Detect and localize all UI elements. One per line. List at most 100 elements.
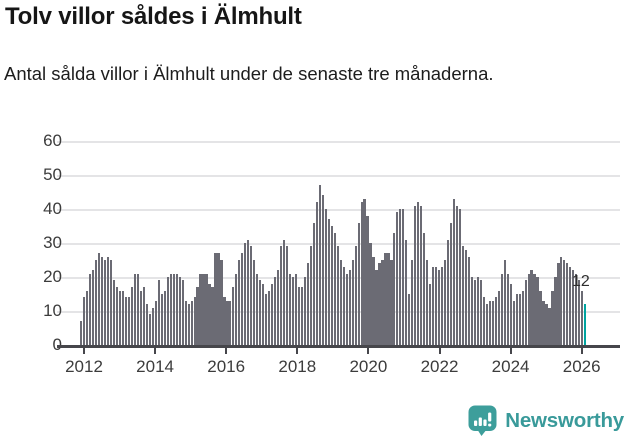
bar — [184, 300, 187, 345]
bar — [208, 283, 211, 345]
bar — [86, 290, 89, 345]
bar — [378, 263, 381, 345]
bar — [497, 290, 500, 345]
bar — [369, 243, 372, 345]
bar — [417, 202, 420, 345]
bar — [455, 205, 459, 345]
gridline — [57, 175, 620, 177]
gridline — [57, 141, 620, 143]
bar — [166, 277, 169, 345]
bar — [279, 246, 283, 345]
bar — [327, 219, 330, 345]
bar — [506, 273, 509, 345]
bar — [291, 277, 295, 345]
bar — [127, 297, 131, 345]
bar — [500, 273, 503, 345]
bar — [461, 246, 465, 345]
bar — [420, 205, 423, 345]
bar — [247, 239, 250, 345]
x-axis-tick — [154, 347, 157, 354]
bar — [95, 260, 98, 345]
x-axis-label: 2020 — [349, 357, 388, 376]
bar — [503, 260, 506, 345]
bar — [250, 246, 253, 345]
bar — [330, 226, 333, 345]
x-axis-tick — [83, 347, 85, 354]
bar — [509, 283, 512, 345]
bar — [92, 270, 95, 345]
bar — [205, 273, 208, 345]
brand-text: Newsworthy — [505, 408, 624, 432]
bar — [405, 239, 408, 345]
bar — [259, 280, 262, 345]
bar — [312, 222, 315, 345]
bar — [384, 253, 387, 345]
newsworthy-logo[interactable]: Newsworthy — [468, 405, 624, 436]
bar — [518, 294, 521, 345]
bar — [345, 273, 348, 345]
bar — [578, 280, 581, 345]
bar — [324, 209, 327, 345]
bar — [124, 297, 128, 345]
bar — [211, 287, 214, 345]
x-axis-label: 2026 — [562, 357, 601, 376]
x-axis-label: 2016 — [207, 357, 246, 376]
bar — [524, 280, 527, 345]
bar — [157, 280, 160, 345]
bar — [402, 209, 405, 345]
bar — [569, 266, 572, 345]
x-axis-label: 2012 — [65, 357, 103, 376]
bar — [446, 239, 450, 345]
bar — [482, 297, 485, 345]
bar — [354, 246, 357, 345]
bar — [530, 270, 533, 345]
bar — [548, 307, 551, 345]
bar — [178, 277, 181, 345]
bar — [235, 273, 238, 345]
y-axis-label: 10 — [43, 301, 62, 320]
bar — [470, 277, 474, 345]
bar — [136, 273, 140, 345]
bar — [315, 202, 318, 345]
bar — [488, 300, 491, 345]
bar — [467, 256, 471, 345]
bar — [187, 304, 190, 345]
bar — [145, 304, 148, 345]
bar — [113, 280, 116, 345]
bar — [348, 270, 351, 345]
bar — [408, 294, 411, 345]
bar — [339, 260, 342, 345]
bar — [435, 266, 438, 345]
bar — [288, 273, 292, 345]
bar — [148, 314, 151, 345]
newsworthy-icon — [468, 405, 497, 436]
x-axis-tick — [509, 347, 512, 354]
x-axis-label: 2018 — [278, 357, 317, 376]
bar — [372, 256, 375, 345]
bar — [190, 300, 193, 345]
bar — [458, 209, 462, 345]
bar — [351, 260, 354, 345]
bar — [441, 266, 444, 345]
bar — [381, 260, 384, 345]
bar — [130, 287, 134, 345]
bar — [229, 300, 232, 345]
bar — [449, 222, 453, 345]
bar — [172, 273, 175, 345]
bar — [542, 300, 545, 345]
bar — [80, 321, 83, 345]
bar — [357, 222, 360, 345]
bar — [226, 300, 229, 345]
bar — [115, 287, 119, 345]
bar — [393, 232, 396, 345]
bar — [387, 253, 390, 345]
x-axis-tick — [438, 347, 441, 354]
bar — [584, 304, 587, 345]
y-axis-label: 20 — [43, 267, 62, 286]
bar — [110, 260, 113, 345]
bar — [575, 273, 578, 345]
bar — [438, 270, 441, 345]
bar — [214, 253, 217, 345]
bar — [241, 253, 244, 345]
